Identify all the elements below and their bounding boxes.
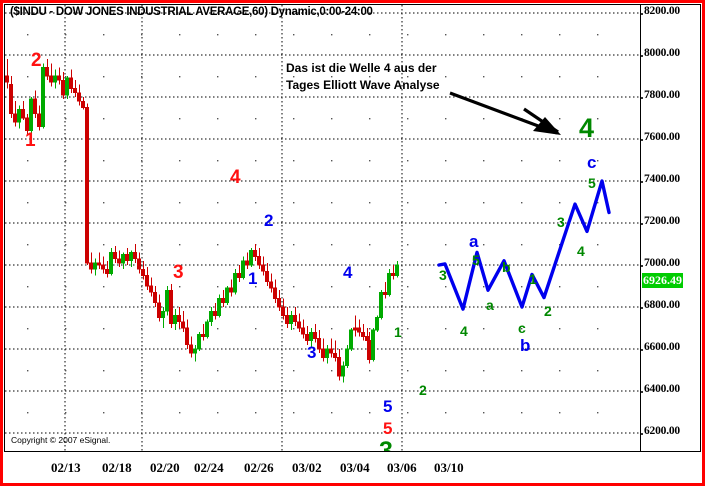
time-axis[interactable]: 02/13 02/18 02/20 02/24 02/26 03/02 03/04 03/06… (4, 452, 701, 482)
arrow-barb (523, 107, 559, 134)
grid-layer (5, 5, 640, 451)
wave-label-minor-b-18: b (502, 259, 511, 275)
wave-label-intermediate-b-20: b (520, 336, 531, 355)
candlestick-series (5, 59, 400, 383)
price-tick-8000-00: 8000.00 (644, 47, 680, 59)
price-tick-7000-00: 7000.00 (644, 257, 680, 269)
wave-label-cycle-4-27: 4 (579, 113, 595, 143)
wave-label-intermediate-3-6: 3 (307, 343, 317, 362)
wave-label-minor-3-23: 3 (557, 214, 565, 230)
chart-annotation-text: Das ist die Welle 4 aus der Tages Elliot… (286, 60, 440, 94)
date-tick-03-10: 03/10 (434, 460, 464, 475)
chart-title: ($INDU - DOW JONES INDUSTRIAL AVERAGE,60… (10, 6, 373, 18)
wave-label-minor-1-21: 1 (529, 271, 537, 287)
price-tick-8200-00: 8200.00 (644, 5, 680, 17)
wave-label-primary-1-1: 1 (25, 130, 36, 151)
price-tick-mark (641, 307, 643, 309)
wave-label-cycle-3-10: 3 (379, 437, 393, 452)
price-tick-mark (641, 139, 643, 141)
date-tick-03-06: 03/06 (387, 460, 417, 475)
annotation-line-1: Das ist die Welle 4 aus der (286, 61, 437, 75)
wave-label-intermediate-2-4: 2 (264, 211, 274, 230)
copyright-notice: Copyright © 2007 eSignal. (11, 435, 111, 445)
price-axis[interactable]: 8200.00 8000.00 7800.00 7600.00 7400.00 7200.… (641, 4, 701, 452)
wave-label-minor-5-25: 5 (588, 175, 596, 191)
price-tick-7800-00: 7800.00 (644, 89, 680, 101)
price-tick-mark (641, 181, 643, 183)
wave-label-intermediate-1-5: 1 (248, 269, 258, 288)
wave-label-intermediate-c-26: c (587, 153, 597, 172)
date-tick-02-24: 02/24 (194, 460, 224, 475)
wave-label-minor-4-14: 4 (460, 323, 468, 339)
wave-label-minor-4-24: 4 (577, 243, 585, 259)
wave-label-intermediate-5-8: 5 (383, 397, 393, 416)
date-tick-02-13: 02/13 (51, 460, 81, 475)
elliott-projection-line (437, 179, 611, 311)
wave-label-minor-a-17: a (486, 297, 494, 313)
date-tick-03-04: 03/04 (340, 460, 370, 475)
price-tick-7400-00: 7400.00 (644, 173, 680, 185)
last-price-badge: 6926.49 (642, 273, 683, 289)
price-tick-mark (641, 223, 643, 225)
price-tick-mark (641, 55, 643, 57)
date-tick-02-20: 02/20 (150, 460, 180, 475)
price-tick-mark (641, 349, 643, 351)
wave-label-primary-4-3: 4 (230, 167, 241, 188)
price-tick-mark (641, 265, 643, 267)
price-plot-area[interactable]: ($INDU - DOW JONES INDUSTRIAL AVERAGE,60… (4, 4, 641, 452)
wave-label-intermediate-4-7: 4 (343, 263, 353, 282)
price-tick-mark (641, 391, 643, 393)
price-tick-7600-00: 7600.00 (644, 131, 680, 143)
price-tick-mark (641, 97, 643, 99)
wave-label-minor-2-22: 2 (544, 303, 552, 319)
date-tick-02-26: 02/26 (244, 460, 274, 475)
wave-label-primary-3-2: 3 (173, 262, 184, 283)
wave-label-primary-5-9: 5 (383, 419, 393, 438)
date-tick-03-02: 03/02 (292, 460, 322, 475)
price-tick-6600-00: 6600.00 (644, 341, 680, 353)
price-tick-6200-00: 6200.00 (644, 425, 680, 437)
annotation-arrow (449, 91, 561, 135)
date-tick-02-18: 02/18 (102, 460, 132, 475)
price-tick-6400-00: 6400.00 (644, 383, 680, 395)
wave-label-primary-2-0: 2 (31, 50, 42, 71)
wave-label-minor-3-13: 3 (439, 267, 447, 283)
wave-label-minor-2-12: 2 (419, 382, 427, 398)
price-tick-mark (641, 433, 643, 435)
wave-label-minor-1-11: 1 (394, 324, 402, 340)
wave-label-minor-c-19: c (518, 320, 526, 336)
annotation-line-2: Tages Elliott Wave Analyse (286, 78, 440, 92)
price-tick-6800-00: 6800.00 (644, 299, 680, 311)
price-tick-mark (641, 13, 643, 15)
price-tick-7200-00: 7200.00 (644, 215, 680, 227)
wave-label-minor-5-15: 5 (472, 252, 480, 268)
wave-label-intermediate-a-16: a (469, 232, 479, 251)
